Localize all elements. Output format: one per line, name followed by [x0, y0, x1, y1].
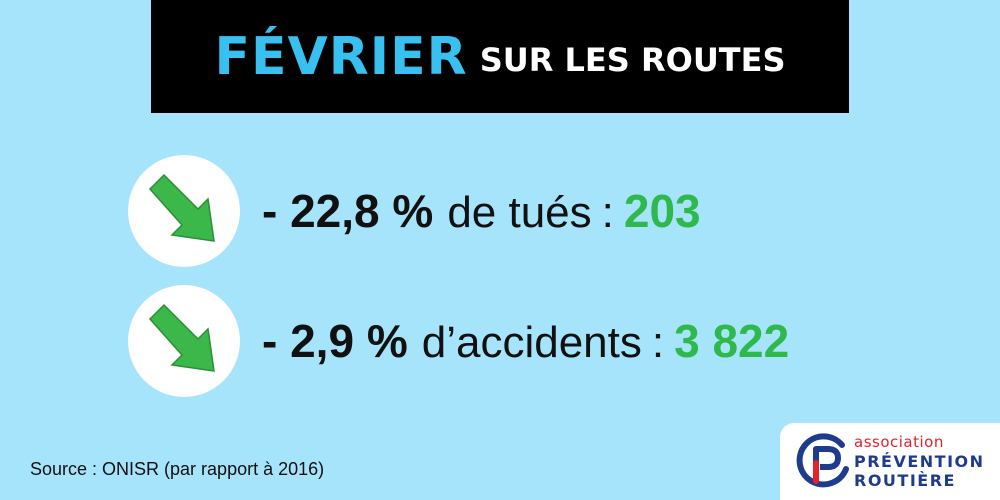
stat-separator: :: [601, 188, 614, 237]
title-month: FÉVRIER: [214, 26, 468, 87]
title-subtitle: SUR LES ROUTES: [479, 40, 786, 79]
title-banner: FÉVRIER SUR LES ROUTES: [151, 0, 849, 113]
stat-separator: :: [651, 318, 665, 367]
logo: association PRÉVENTION ROUTIÈRE: [780, 423, 1000, 500]
logo-line-routiere: ROUTIÈRE: [854, 471, 956, 490]
arrow-down-right-icon: [128, 285, 240, 397]
stat-row-accidents: - 2,9 % d’accidents : 3 822: [128, 285, 789, 397]
stat-count: 203: [623, 185, 701, 237]
stat-row-deaths: - 22,8 % de tués : 203: [128, 155, 701, 267]
stat-count: 3 822: [674, 315, 790, 367]
logo-text: association PRÉVENTION ROUTIÈRE: [854, 435, 985, 492]
stat-label: d’accidents: [421, 318, 642, 367]
arrow-down-right-icon: [128, 155, 240, 267]
stat-change: - 2,9 %: [262, 315, 408, 367]
source-note: Source : ONISR (par rapport à 2016): [30, 459, 325, 479]
stat-text: - 22,8 % de tués : 203: [262, 184, 701, 238]
logo-line-association: association: [854, 433, 944, 451]
stat-label: de tués: [447, 188, 592, 237]
stat-text: - 2,9 % d’accidents : 3 822: [262, 314, 789, 368]
logo-line-prevention: PRÉVENTION: [854, 452, 985, 471]
logo-mark-icon: [796, 433, 849, 488]
stat-change: - 22,8 %: [262, 185, 434, 237]
